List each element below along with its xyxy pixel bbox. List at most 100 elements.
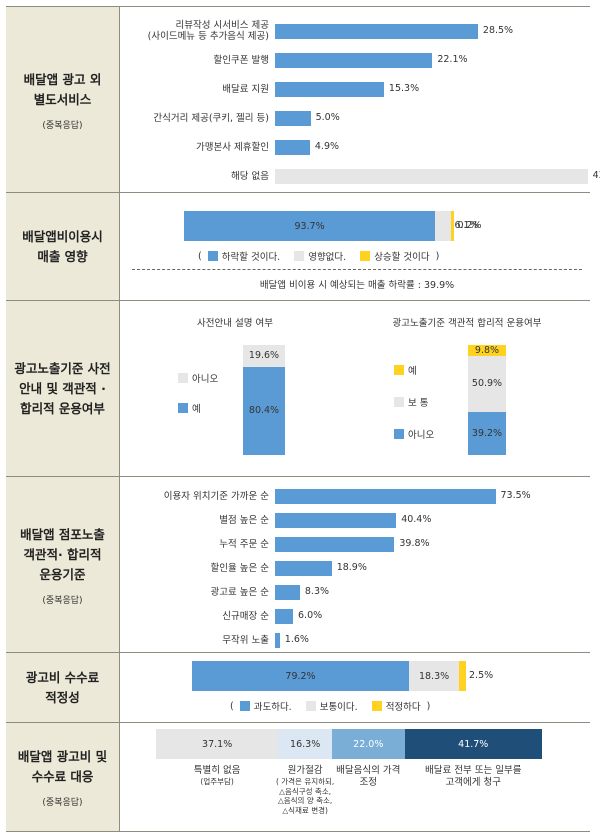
section-ad-exposure: 광고노출기준 사전 안내 및 객관적 · 합리적 운용여부 사전안내 설명 여부… xyxy=(6,300,590,477)
section-title-line: 매출 영향 xyxy=(37,249,88,264)
segment-value-label: 16.3% xyxy=(290,738,321,750)
segment-value-label: 2.5% xyxy=(469,670,494,681)
chart-title: 사전안내 설명 여부 xyxy=(197,318,273,329)
legend-label: 과도하다. xyxy=(253,702,292,713)
segment-value-label: 80.4% xyxy=(248,405,280,417)
section-title-line: 객관적· 합리적 xyxy=(23,546,102,562)
segment-category-label: 배달음식의 가격 조정 xyxy=(322,765,415,789)
value-label: 15.3% xyxy=(388,83,420,94)
segment-value-label: 0.2% xyxy=(457,220,482,231)
bar xyxy=(275,53,433,68)
stacked-column: 80.4% 19.6% xyxy=(243,345,285,455)
value-label: 8.3% xyxy=(304,586,330,597)
section-title-line: 별도서비스 xyxy=(33,91,92,107)
value-label: 5.0% xyxy=(315,112,340,123)
bar xyxy=(275,585,300,600)
segment-value-label: 6.1% xyxy=(454,220,479,231)
legend-swatch xyxy=(178,403,188,413)
legend-swatch xyxy=(294,251,305,261)
category-text: 고객에게 청구 xyxy=(445,777,501,788)
category-label: 리뷰작성 시서비스 제공 (사이드메뉴 등 추가음식 제공) xyxy=(148,20,269,42)
chart-title: 광고노출기준 객관적 합리적 운용여부 xyxy=(392,318,542,329)
category-text: 해당 없음 xyxy=(231,170,269,182)
legend-label: 상승할 것이다 xyxy=(374,252,430,263)
category-text: 할인율 높은 순 xyxy=(210,562,269,574)
legend-swatch xyxy=(207,251,218,261)
legend-swatch xyxy=(394,397,404,407)
category-note: ( 가격은 유지하되, xyxy=(275,777,335,786)
legend-swatch xyxy=(394,365,404,375)
annotation: 배달앱 비이용 시 예상되는 매출 하락률 : 39.9% xyxy=(259,280,455,291)
segment-value-label: 39.2% xyxy=(471,427,503,439)
bar-segment xyxy=(459,661,466,691)
segment-labels: 특별히 없음 (업주부담) 원가절감( 가격은 유지하되, △음식구성 축소, △음식의… xyxy=(156,765,542,825)
legend-item: 아니오 xyxy=(390,427,434,441)
segment-value-label: 50.9% xyxy=(471,378,503,390)
legend-item: 보 통 xyxy=(390,395,429,409)
category-text: 별점 높은 순 xyxy=(219,514,269,526)
category-text: 무작위 노출 xyxy=(222,634,269,646)
value-label: 1.6% xyxy=(284,634,309,645)
bar-segment: 41.7% xyxy=(404,729,542,759)
legend-paren: ( xyxy=(230,700,234,712)
section-title-line: 배달앱 점포노출 xyxy=(20,526,105,542)
bar-segment: 18.3% xyxy=(409,661,460,691)
bar-segment: 93.7% xyxy=(184,211,436,241)
section-subtitle: (중복응답) xyxy=(42,595,83,606)
legend-swatch xyxy=(371,701,382,711)
section-non-use-impact: 배달앱비이용시 매출 영향 93.7% 6.1% 0.2% (하락할 것이다. 영향없… xyxy=(6,192,590,301)
legend-paren: ( xyxy=(198,250,202,262)
segment-value-label: 79.2% xyxy=(285,670,316,682)
value-label: 39.8% xyxy=(399,538,430,549)
value-label: 40.4% xyxy=(401,514,432,525)
category-label: 누적 주문 순 xyxy=(219,539,269,550)
fee-adequacy-chart: 79.2% 18.3% 2.5% (과도하다. 보통이다. 적정하다) xyxy=(120,653,590,723)
legend-label: 예 xyxy=(408,366,417,377)
category-label: 할인쿠폰 발행 xyxy=(214,55,269,66)
legend-swatch xyxy=(305,701,316,711)
bar xyxy=(275,513,397,528)
stacked-bar: 79.2% 18.3% 2.5% xyxy=(192,661,493,691)
category-text: 배달음식의 가격 xyxy=(336,765,401,776)
section-label: 광고노출기준 사전 안내 및 객관적 · 합리적 운용여부 xyxy=(6,301,120,477)
store-exposure-chart: 이용자 위치기준 가까운 순 73.5% 별점 높은 순 40.4% 누적 주문 순 39… xyxy=(120,477,590,653)
fee-response-chart: 37.1% 16.3% 22.0% 41.7% 특별히 없음 (업주부담) 원가절감( 가… xyxy=(120,723,590,831)
category-text: 이용자 위치기준 가까운 순 xyxy=(163,490,269,502)
value-label: 28.5% xyxy=(482,25,514,36)
section-extra-services: 배달앱 광고 외 별도서비스 (중복응답) 리뷰작성 시서비스 제공 (사이드메뉴… xyxy=(6,6,600,193)
bar xyxy=(275,537,395,552)
section-subtitle: (중복응답) xyxy=(42,120,83,131)
ad-exposure-charts: 사전안내 설명 여부 80.4% 19.6% 아니오 예 광고노출기준 객관적 합리… xyxy=(120,301,590,477)
bar xyxy=(275,140,310,155)
section-fee-adequacy: 광고비 수수료 적정성 79.2% 18.3% 2.5% (과도하다. 보통이다. 적정… xyxy=(6,652,590,723)
category-note: △음식구성 축소, xyxy=(279,786,332,796)
section-fee-response: 배달앱 광고비 및 수수료 대응 (중복응답) 37.1% 16.3% 22.0% 4… xyxy=(6,722,590,832)
legend-label: 보통이다. xyxy=(319,702,358,713)
bar-segment: 37.1% xyxy=(156,729,279,759)
bar-segment: 79.2% xyxy=(192,661,409,691)
category-text: 신규매장 순 xyxy=(222,610,269,622)
category-label: 무작위 노출 xyxy=(222,635,269,646)
bar xyxy=(275,489,496,504)
section-title-line: 수수료 대응 xyxy=(31,768,94,784)
category-note: △식재료 변경) xyxy=(282,805,328,815)
section-subtitle: (중복응답) xyxy=(42,797,83,808)
non-use-impact-chart: 93.7% 6.1% 0.2% (하락할 것이다. 영향없다. 상승할 것이다) 배달앱… xyxy=(120,193,590,301)
section-title-line: 운용기준 xyxy=(39,566,86,582)
section-title-line: 광고비 수수료 xyxy=(25,670,100,685)
legend-label: 하락할 것이다. xyxy=(221,252,281,263)
category-text: 누적 주문 순 xyxy=(219,538,269,550)
legend-item: 예 xyxy=(174,401,201,415)
bar xyxy=(275,561,332,576)
bar-segment: 22.0% xyxy=(332,729,405,759)
column-segment: 39.2% xyxy=(468,411,506,455)
section-title-line: 배달앱 광고비 및 xyxy=(17,748,108,764)
legend-label: 아니오 xyxy=(408,430,435,441)
legend-swatch xyxy=(239,701,250,711)
legend-item: 아니오 xyxy=(174,371,218,385)
bar xyxy=(275,82,384,97)
category-label: 신규매장 순 xyxy=(222,611,269,622)
bar xyxy=(275,24,478,39)
category-label: 배달료 지원 xyxy=(222,84,269,95)
dashed-divider xyxy=(132,269,582,270)
